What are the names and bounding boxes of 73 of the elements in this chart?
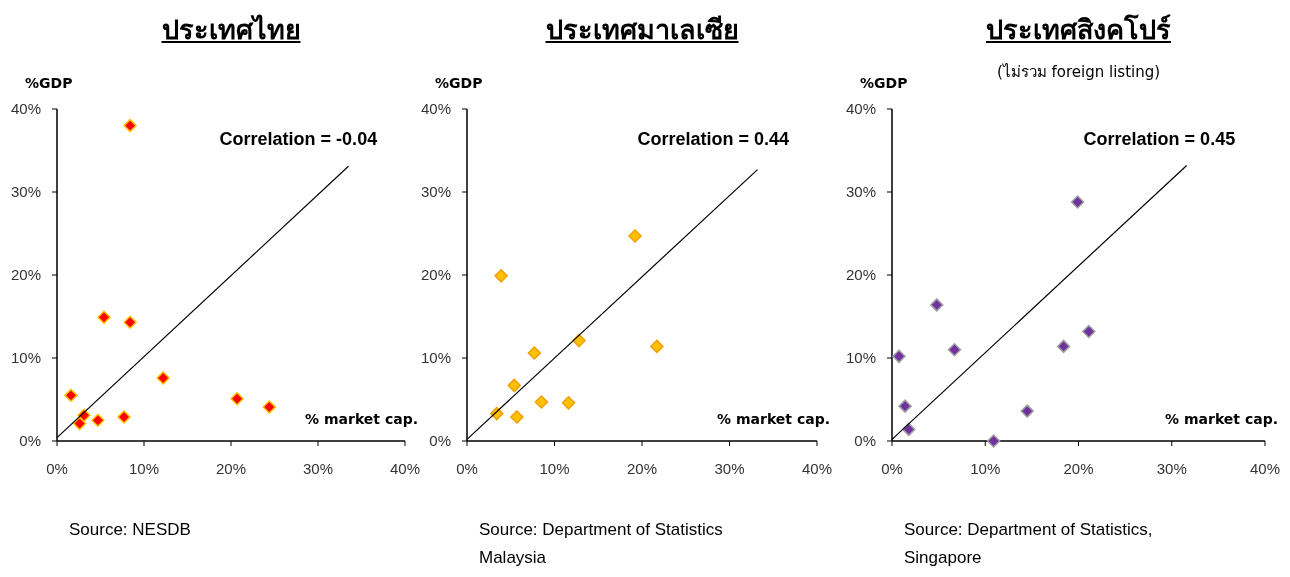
- x-tick-label: 0%: [46, 460, 68, 477]
- point: [117, 410, 131, 424]
- point: [898, 399, 912, 413]
- x-tick-label: 10%: [970, 460, 1001, 477]
- chart-subtitle: (ไม่รวม foreign listing): [996, 63, 1161, 81]
- x-tick-label: 40%: [801, 460, 833, 477]
- x-tick-label: 20%: [1063, 460, 1094, 477]
- chart-title: ประเทศสิงคโปร์: [985, 13, 1172, 47]
- x-tick-label: 40%: [389, 460, 421, 477]
- y-tick-label: 0%: [19, 432, 41, 449]
- point: [1070, 195, 1085, 209]
- point: [156, 371, 170, 385]
- annotation: Correlation = -0.04: [219, 129, 378, 149]
- x-axis-title: % market cap.: [717, 411, 830, 427]
- point: [986, 434, 1001, 448]
- x-tick-label: 30%: [714, 460, 745, 477]
- source-note: Source: Department of Statistics, Singapore: [904, 519, 1154, 569]
- y-tick-label: 40%: [845, 100, 876, 117]
- x-tick-label: 40%: [1249, 460, 1281, 477]
- y-tick-label: 0%: [429, 432, 451, 449]
- annotation: Correlation = 0.44: [637, 129, 789, 149]
- x-tick-label: 10%: [128, 460, 160, 477]
- annotation: Correlation = 0.45: [1083, 129, 1236, 149]
- x-tick-label: 30%: [1156, 460, 1187, 477]
- point: [892, 349, 906, 364]
- y-tick-label: 10%: [845, 349, 876, 366]
- y-tick-label: 30%: [420, 183, 451, 200]
- point: [123, 315, 137, 330]
- point: [123, 118, 137, 133]
- x-tick-label: 30%: [302, 460, 334, 477]
- x-axis-title: % market cap.: [305, 411, 418, 427]
- y-tick-label: 0%: [854, 432, 876, 449]
- y-tick-label: 30%: [10, 183, 41, 200]
- point: [628, 229, 642, 243]
- y-axis-title: %GDP: [25, 75, 73, 91]
- point: [534, 395, 549, 409]
- y-tick-label: 20%: [420, 266, 451, 283]
- x-tick-label: 0%: [881, 460, 903, 477]
- x-tick-label: 0%: [456, 460, 478, 477]
- y-tick-label: 40%: [10, 100, 41, 117]
- point: [494, 269, 508, 283]
- source-note: Source: Department of Statistics Malaysia: [479, 519, 724, 569]
- point: [527, 346, 542, 360]
- point: [561, 396, 576, 410]
- point: [947, 342, 962, 357]
- y-tick-label: 20%: [845, 266, 876, 283]
- point: [72, 416, 87, 431]
- x-tick-label: 10%: [539, 460, 570, 477]
- y-tick-label: 40%: [420, 100, 451, 117]
- x-tick-label: 20%: [626, 460, 658, 477]
- point: [650, 339, 664, 354]
- point: [507, 378, 521, 393]
- x-tick-label: 20%: [215, 460, 247, 477]
- point: [510, 410, 524, 424]
- point: [1020, 404, 1034, 418]
- point: [97, 310, 111, 325]
- point: [91, 413, 105, 427]
- point: [930, 298, 944, 312]
- point: [64, 388, 78, 403]
- y-axis-title: %GDP: [860, 75, 908, 91]
- point: [230, 391, 244, 406]
- x-axis-title: % market cap.: [1165, 411, 1278, 427]
- point: [1082, 324, 1096, 339]
- y-tick-label: 10%: [420, 349, 451, 366]
- chart-title: ประเทศมาเลเซีย: [544, 13, 740, 47]
- y-tick-label: 20%: [10, 266, 41, 283]
- point: [262, 400, 277, 414]
- point: [1056, 339, 1071, 354]
- chart-title: ประเทศไทย: [160, 13, 302, 47]
- source-note: Source: NESDB: [69, 519, 192, 541]
- y-tick-label: 30%: [845, 183, 876, 200]
- y-tick-label: 10%: [10, 349, 41, 366]
- y-axis-title: %GDP: [435, 75, 483, 91]
